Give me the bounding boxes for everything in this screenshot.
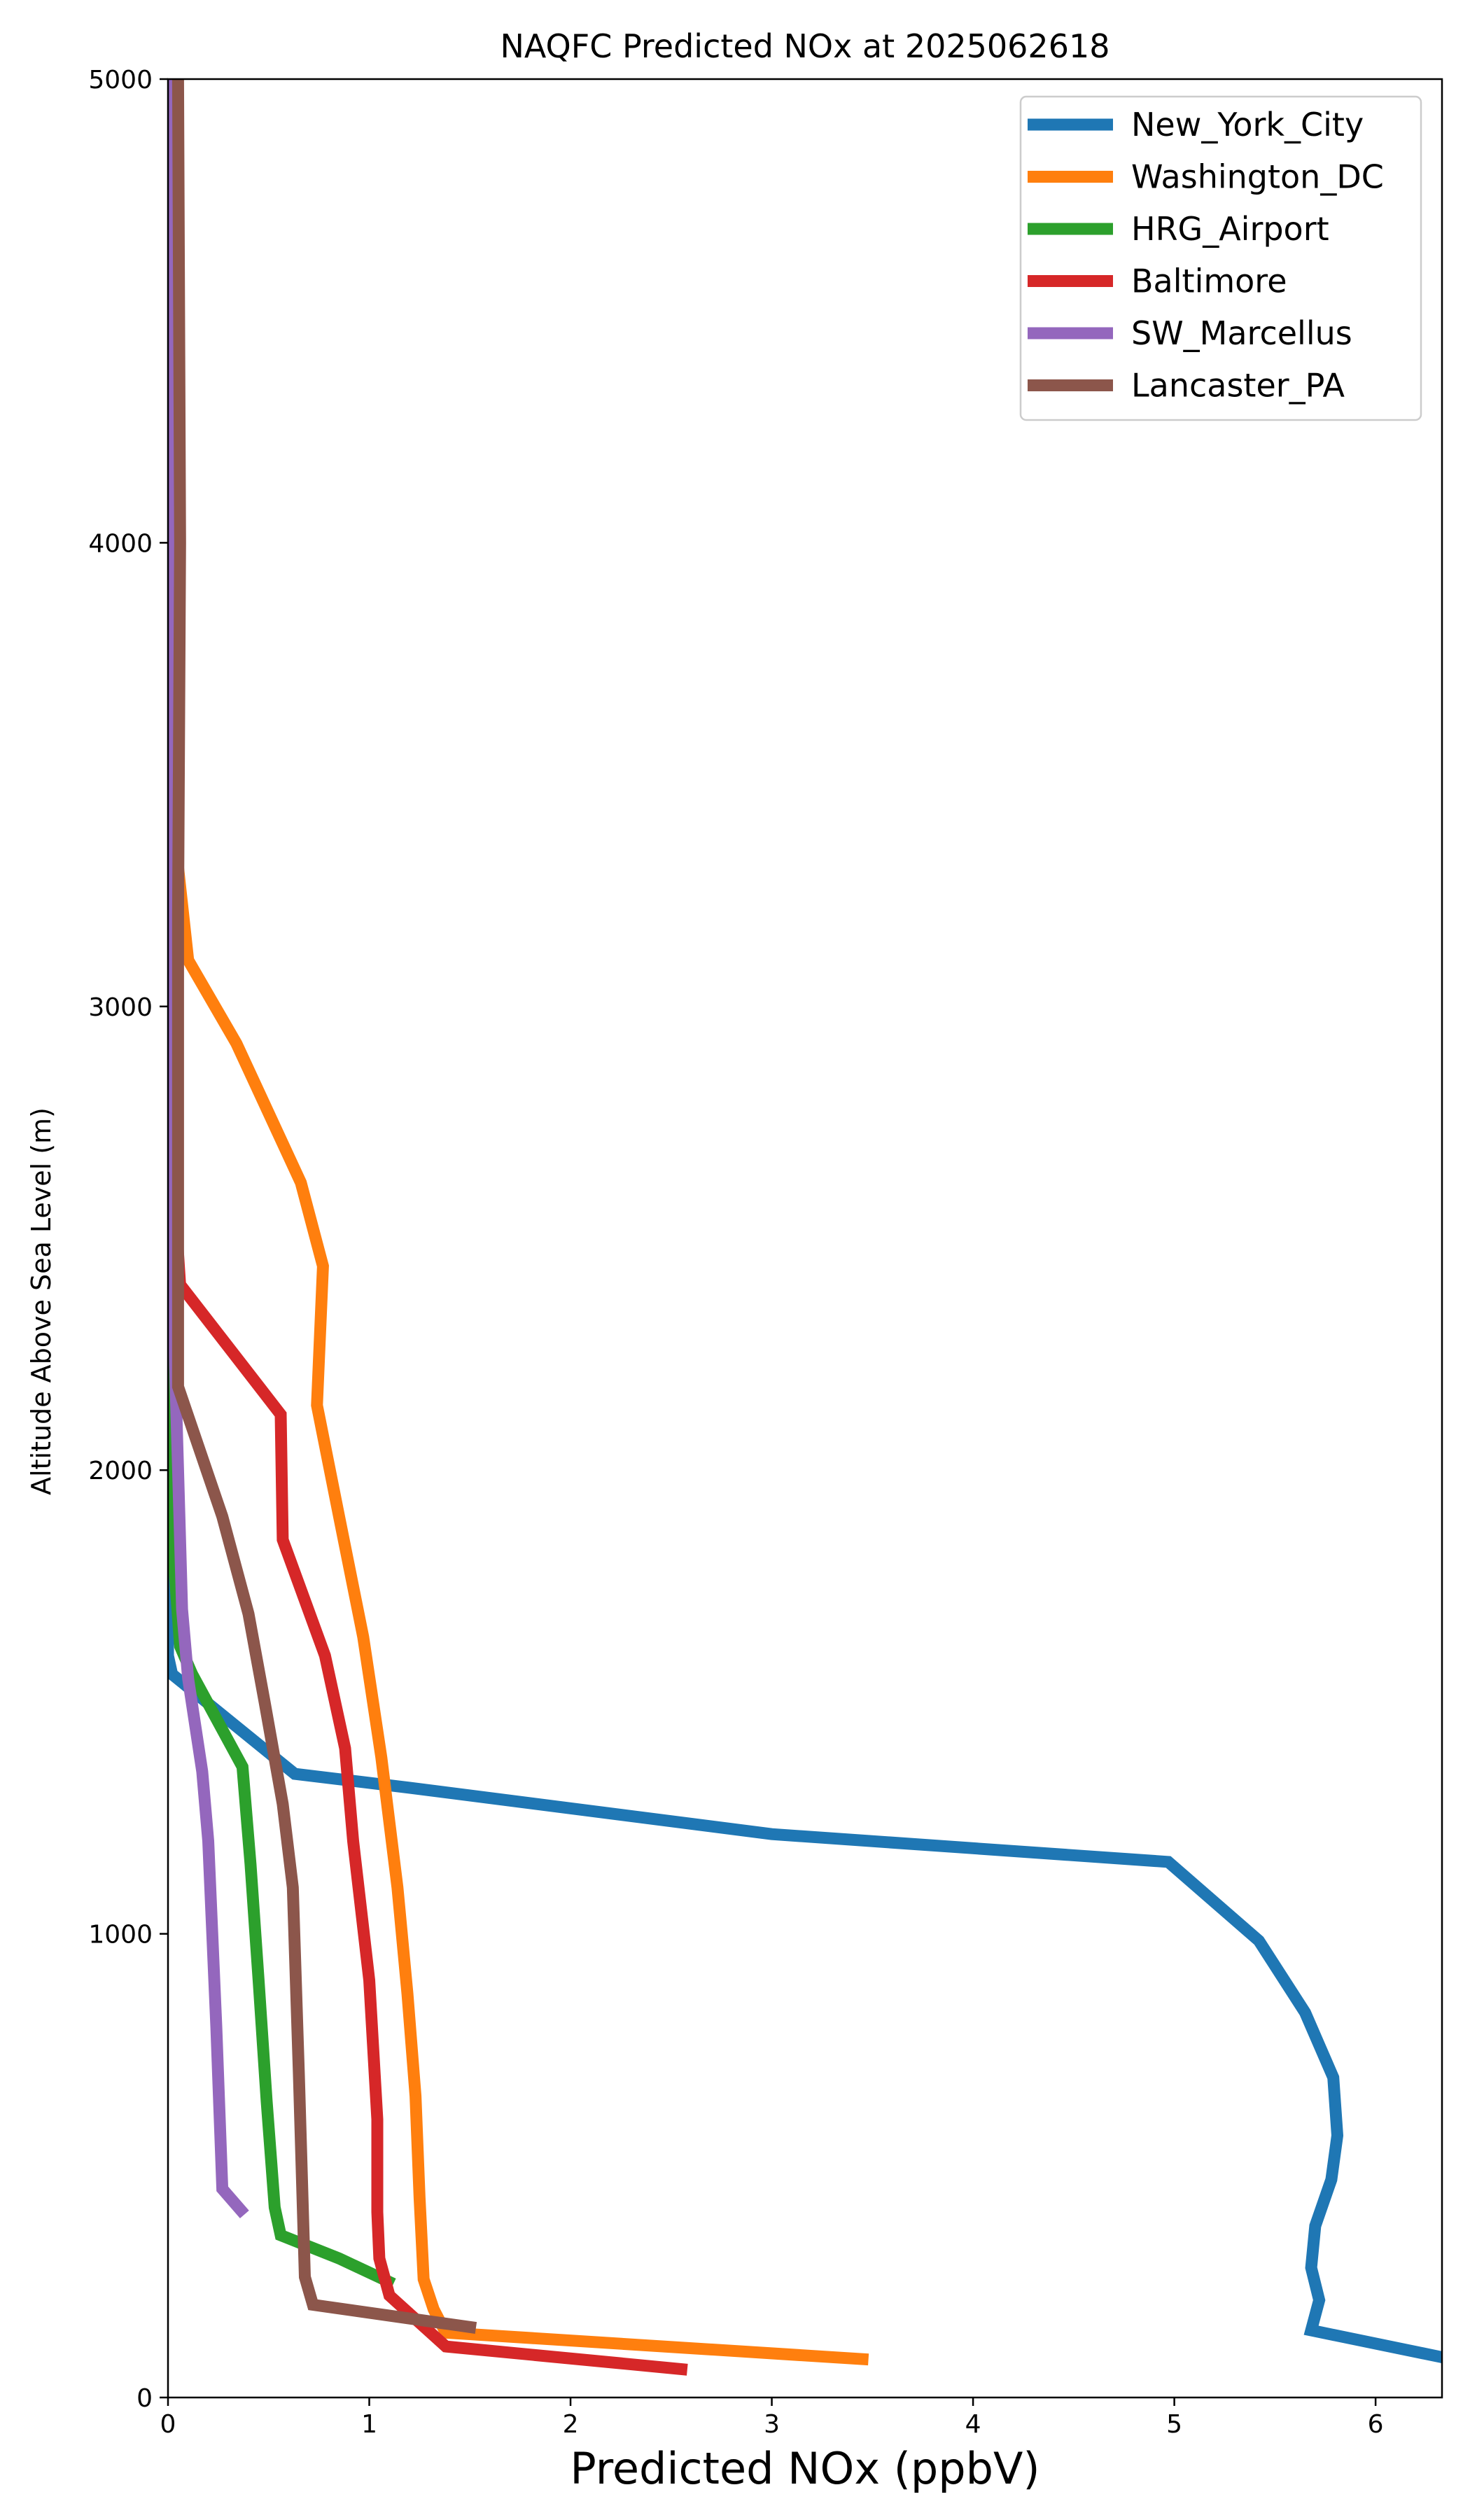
x-tick-label: 0	[160, 2410, 176, 2439]
plot-frame	[167, 78, 1443, 2399]
legend-label-new-york-city: New_York_City	[1131, 106, 1364, 144]
y-tick-label: 4000	[88, 529, 153, 558]
legend-label-lancaster-pa: Lancaster_PA	[1131, 367, 1345, 405]
x-tick-label: 3	[764, 2410, 780, 2439]
legend: New_York_City Washington_DC HRG_Airport Bal…	[1019, 95, 1422, 421]
legend-frame	[1019, 95, 1422, 421]
y-tick-label: 0	[136, 2384, 153, 2413]
x-tick-label: 6	[1368, 2410, 1384, 2439]
legend-label-baltimore: Baltimore	[1131, 262, 1287, 300]
y-tick-label: 3000	[88, 993, 153, 1022]
legend-label-washington-dc: Washington_DC	[1131, 158, 1384, 196]
y-tick-label: 5000	[88, 66, 153, 94]
series-line-washington-dc	[168, 79, 869, 2366]
chart-title: NAQFC Predicted NOx at 2025062618	[500, 27, 1110, 65]
series-line-baltimore	[168, 79, 688, 2376]
series-line-new-york-city	[168, 79, 1442, 2364]
legend-label-sw-marcellus: SW_Marcellus	[1131, 314, 1352, 352]
axes-layer	[167, 78, 1443, 2399]
series-layer	[168, 79, 1442, 2376]
x-tick-label: 5	[1166, 2410, 1182, 2439]
x-tick-label: 4	[965, 2410, 981, 2439]
x-tick-label: 1	[361, 2410, 377, 2439]
x-tick-label: 2	[563, 2410, 579, 2439]
y-tick-label: 2000	[88, 1457, 153, 1485]
x-axis-label: Predicted NOx (ppbV)	[570, 2443, 1040, 2494]
legend-label-hrg-airport: HRG_Airport	[1131, 210, 1329, 248]
y-axis-label: Altitude Above Sea Level (m)	[26, 1107, 57, 1495]
series-line-sw-marcellus	[168, 79, 249, 2218]
ticks-layer: 0 1 2 3 4 5 6 0 1000 2000 3000 4000 5000	[88, 66, 1383, 2439]
series-line-lancaster-pa	[172, 79, 477, 2334]
y-tick-label: 1000	[88, 1921, 153, 1949]
